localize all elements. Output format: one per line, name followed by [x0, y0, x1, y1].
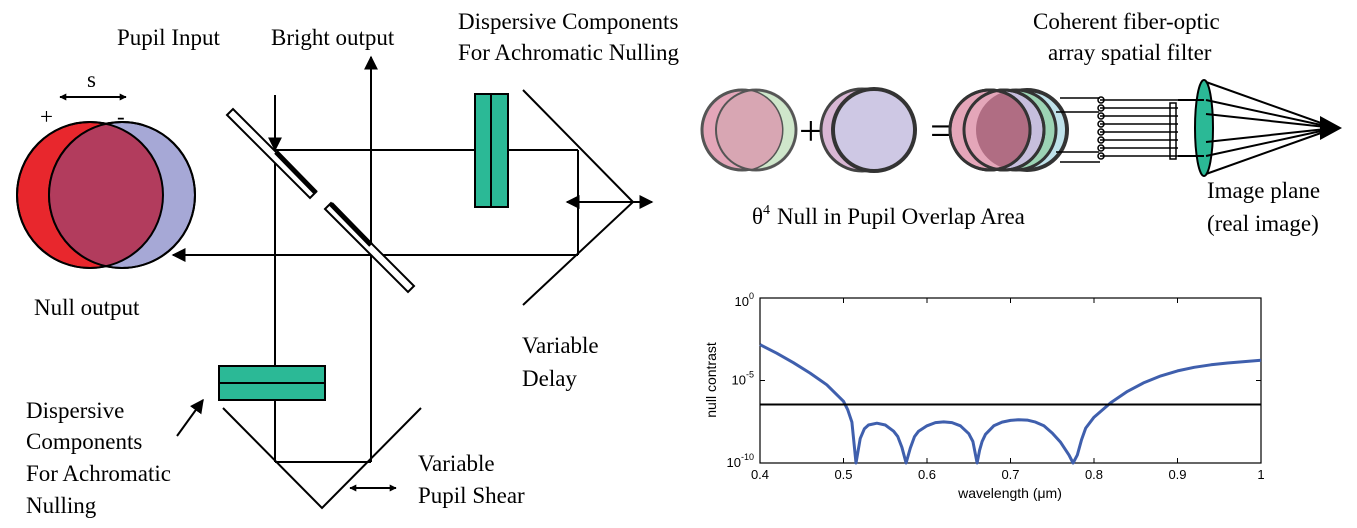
- plus-label: +: [40, 104, 53, 129]
- focusing-lens: [1194, 79, 1214, 177]
- y-tick-exponent: 0: [749, 291, 754, 301]
- x-tick-label: 0.5: [834, 467, 852, 482]
- equation-equals: =: [930, 109, 954, 155]
- dispersive-pointer-arrow: [176, 398, 204, 437]
- y-tick-exponent: -10: [741, 452, 754, 462]
- beam-splitter-1: [225, 107, 318, 200]
- null-contrast-series-line: [759, 343, 1262, 465]
- x-tick-label: 0.4: [751, 467, 769, 482]
- pupil-pair: [16, 121, 196, 269]
- theta-symbol: θ: [752, 204, 763, 229]
- dispersive-component-top: [474, 93, 509, 208]
- null-overlap-label: θ4 Null in Pupil Overlap Area: [752, 203, 1025, 229]
- x-tick-label: 0.7: [1001, 467, 1019, 482]
- x-tick-label: 0.9: [1168, 467, 1186, 482]
- lilac-pupil-front: [831, 87, 917, 173]
- dispersive-bottom-line3: For Achromatic: [26, 461, 171, 486]
- beam-splitter-2: [323, 201, 416, 294]
- coherent-line2: array spatial filter: [1048, 40, 1212, 65]
- y-tick-label: 100: [735, 291, 754, 309]
- x-ticks: 0.4 0.5 0.6 0.7 0.8 0.9 1: [751, 298, 1265, 482]
- coherent-line1: Coherent fiber-optic: [1033, 9, 1220, 34]
- variable-delay-line1: Variable: [522, 333, 599, 358]
- bright-output-label: Bright output: [271, 25, 395, 50]
- x-tick-label: 0.8: [1085, 467, 1103, 482]
- equation-plus: +: [799, 109, 823, 155]
- image-plane-line1: Image plane: [1207, 178, 1320, 203]
- x-axis-label: wavelength (μm): [957, 485, 1062, 501]
- shear-s-label: s: [87, 67, 96, 92]
- variable-shear-line2: Pupil Shear: [418, 483, 525, 508]
- dispersive-bottom-line2: Components: [26, 429, 142, 454]
- series-layer: [759, 343, 1262, 465]
- dispersive-top-line2: For Achromatic Nulling: [458, 40, 680, 65]
- null-overlap-text: Null in Pupil Overlap Area: [777, 204, 1025, 229]
- y-tick-exponent: -5: [746, 370, 754, 380]
- y-axis-label: null contrast: [703, 342, 719, 418]
- dispersive-component-bottom: [218, 365, 326, 401]
- plot-area: [759, 297, 1262, 464]
- variable-shear-line1: Variable: [418, 451, 495, 476]
- focus-arrowhead: [1320, 116, 1342, 140]
- dispersive-bottom-line1: Dispersive: [26, 398, 124, 423]
- image-plane-line2: (real image): [1207, 211, 1319, 236]
- roof-mirror-bottom: [222, 407, 422, 510]
- y-tick-label: 10-10: [727, 452, 754, 470]
- x-tick-label: 0.6: [918, 467, 936, 482]
- y-tick-base: 10: [727, 455, 741, 470]
- dispersive-bottom-line4: Nulling: [26, 493, 97, 518]
- pupil-input-label: Pupil Input: [117, 25, 220, 50]
- y-tick-base: 10: [735, 294, 749, 309]
- dispersive-top-line1: Dispersive Components: [458, 9, 678, 34]
- variable-delay-line2: Delay: [522, 366, 577, 391]
- theta-power: 4: [763, 203, 770, 218]
- y-tick-label: 10-5: [732, 370, 754, 388]
- y-tick-base: 10: [732, 373, 746, 388]
- fiber-optic-array: [1056, 96, 1178, 163]
- beam-paths: [171, 55, 579, 463]
- pupil-combination-equation: + =: [700, 87, 1069, 173]
- focus-rays: [1178, 81, 1336, 175]
- null-output-label: Null output: [34, 295, 140, 320]
- minus-label: -: [117, 104, 125, 129]
- x-tick-label: 1: [1257, 467, 1264, 482]
